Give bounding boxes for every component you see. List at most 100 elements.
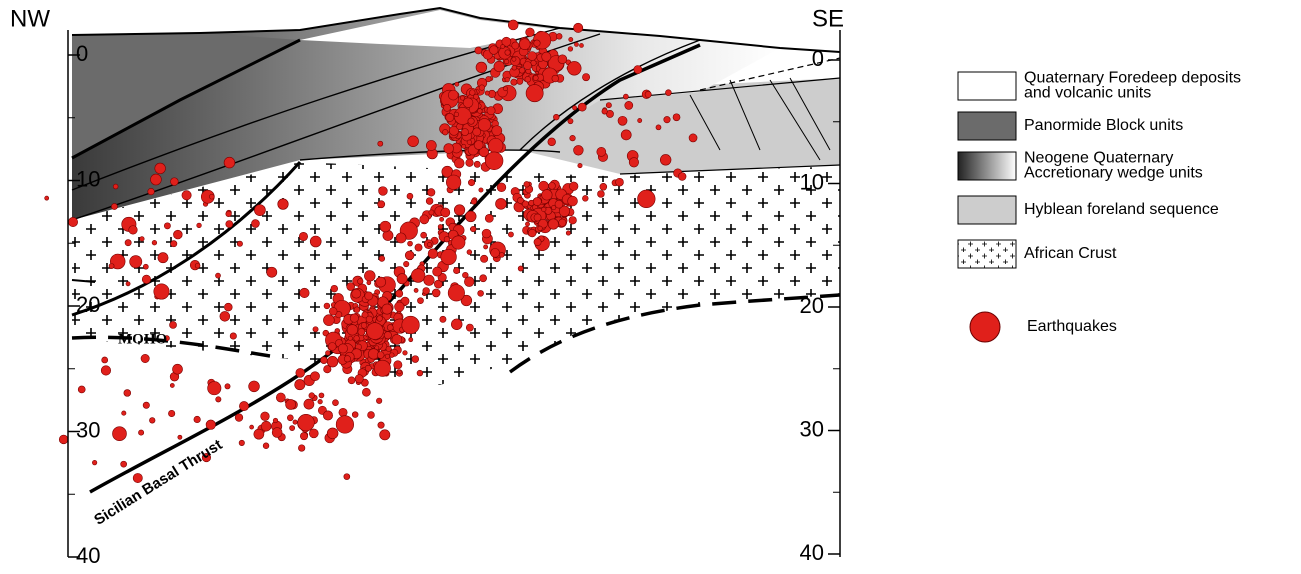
- earthquake: [449, 125, 459, 136]
- earthquake: [511, 56, 517, 62]
- earthquake: [181, 190, 192, 201]
- earthquake: [597, 190, 605, 198]
- earthquake: [224, 383, 231, 390]
- earthquake: [361, 311, 369, 319]
- earthquake: [404, 250, 415, 261]
- earthquake: [262, 442, 270, 449]
- earthquake: [402, 350, 408, 356]
- depth-label: 40: [800, 540, 824, 565]
- nw-label: NW: [10, 5, 50, 32]
- earthquake: [343, 355, 351, 363]
- earthquake: [163, 335, 170, 342]
- earthquake: [379, 220, 392, 233]
- earthquake: [521, 200, 529, 208]
- earthquake: [401, 315, 420, 335]
- earthquake: [414, 243, 423, 252]
- earthquake: [125, 281, 131, 287]
- earthquake: [139, 236, 145, 242]
- earthquake: [403, 260, 410, 268]
- earthquake: [620, 129, 632, 141]
- earthquake: [617, 115, 628, 126]
- earthquake: [637, 118, 643, 123]
- earthquake: [367, 411, 375, 419]
- earthquake: [551, 74, 559, 83]
- legend: Earthquakes Quaternary Foredeep deposits…: [957, 70, 1241, 343]
- earthquake: [377, 421, 385, 429]
- earthquake: [453, 204, 466, 216]
- earthquake: [440, 207, 451, 218]
- earthquake: [488, 138, 504, 154]
- earthquake: [533, 238, 542, 247]
- earthquake: [275, 392, 286, 403]
- earthquake: [335, 415, 354, 434]
- earthquake: [292, 419, 298, 425]
- earthquake: [500, 44, 505, 49]
- earthquake: [495, 198, 507, 210]
- earthquake: [524, 75, 532, 83]
- legend-label: Accretionary wedge units: [1024, 165, 1203, 182]
- earthquake: [408, 337, 414, 343]
- earthquake: [537, 225, 543, 231]
- earthquake: [599, 182, 608, 191]
- earthquake: [498, 252, 505, 258]
- earthquake: [470, 198, 477, 205]
- earthquake: [532, 75, 539, 81]
- earthquake: [239, 401, 249, 412]
- earthquake: [347, 335, 353, 341]
- earthquake: [378, 255, 386, 262]
- earthquake: [541, 189, 553, 201]
- earthquake: [294, 379, 306, 391]
- earthquake: [427, 242, 432, 248]
- earthquake: [573, 22, 584, 33]
- earthquake: [557, 54, 568, 64]
- earthquake: [406, 192, 414, 200]
- foredeep-white: [300, 10, 560, 48]
- earthquake: [466, 139, 472, 145]
- earthquake: [523, 61, 532, 70]
- earthquake: [485, 76, 492, 83]
- earthquake: [170, 240, 178, 248]
- earthquake: [124, 239, 132, 247]
- earthquake: [569, 135, 576, 142]
- legend-swatch: [957, 71, 1017, 101]
- se-label: SE: [812, 5, 844, 32]
- earthquake: [481, 228, 492, 239]
- earthquake: [533, 39, 541, 47]
- earthquake: [525, 84, 544, 103]
- earthquake: [351, 411, 359, 418]
- earthquake: [326, 356, 339, 368]
- earthquake: [569, 181, 579, 191]
- earthquake: [443, 143, 454, 154]
- earthquake: [477, 118, 492, 132]
- earthquake: [556, 33, 563, 40]
- earthquake: [568, 216, 577, 225]
- earthquake: [486, 106, 496, 116]
- earthquake: [381, 303, 393, 315]
- earthquake: [437, 224, 444, 230]
- earthquake: [663, 116, 671, 124]
- earthquake: [58, 434, 69, 445]
- earthquake: [411, 355, 419, 363]
- earthquake: [219, 311, 231, 322]
- earthquake: [120, 460, 127, 468]
- earthquake: [376, 351, 385, 359]
- earthquake: [422, 287, 430, 295]
- earthquake: [205, 419, 216, 430]
- earthquake: [460, 294, 473, 307]
- earthquake: [193, 415, 201, 424]
- earthquake: [129, 255, 143, 269]
- earthquake: [442, 129, 449, 136]
- earthquake: [354, 374, 364, 384]
- earthquake: [337, 343, 348, 354]
- earthquake: [459, 95, 465, 101]
- earthquake: [565, 230, 571, 236]
- earthquake: [474, 46, 483, 55]
- earthquake: [153, 283, 170, 300]
- earthquake: [445, 112, 455, 122]
- earthquake: [547, 218, 559, 230]
- earthquake: [484, 151, 504, 170]
- earthquake: [465, 158, 474, 167]
- earthquake: [501, 36, 512, 47]
- earthquake: [225, 220, 234, 228]
- earthquake: [577, 163, 583, 169]
